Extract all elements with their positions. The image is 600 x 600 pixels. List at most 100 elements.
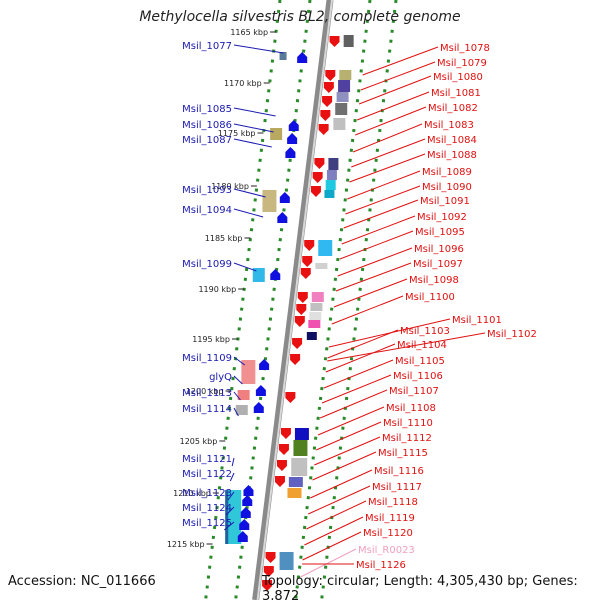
gene-label-left: Msil_1123 bbox=[182, 488, 232, 499]
leader-line-right bbox=[356, 91, 430, 121]
forward-ruler-track bbox=[204, 0, 282, 600]
gene-label-right: Msil_1092 bbox=[417, 212, 467, 223]
gene-label-right: Msil_1082 bbox=[428, 103, 478, 114]
gene-label-right: Msil_1106 bbox=[393, 371, 443, 382]
leader-line-right bbox=[351, 138, 426, 168]
reverse-gene-arrow bbox=[285, 392, 296, 403]
leader-line-left bbox=[233, 262, 257, 272]
gene-label-left: Msil_1094 bbox=[182, 205, 232, 216]
tick-label: 1200 kbp bbox=[186, 387, 224, 396]
reverse-gene-arrow bbox=[274, 476, 285, 487]
leader-line-right bbox=[325, 343, 396, 373]
reverse-gene-arrow bbox=[296, 304, 307, 315]
reverse-gene-arrow bbox=[290, 354, 301, 365]
reverse-gene-arrow bbox=[294, 316, 305, 327]
gene-label-right: Msil_1103 bbox=[400, 326, 450, 337]
gene-label-right: Msil_1078 bbox=[440, 43, 490, 54]
reverse-gene-arrow bbox=[304, 240, 315, 251]
gene-label-left: Msil_1114 bbox=[182, 404, 232, 415]
leader-line-left bbox=[225, 506, 235, 516]
reverse-gene-arrow bbox=[318, 124, 329, 135]
gene-label-right: Msil_1110 bbox=[383, 418, 433, 429]
leader-line-right bbox=[319, 389, 388, 419]
reverse-gene-arrow bbox=[265, 552, 276, 563]
gene-label-left: Msil_1113 bbox=[182, 388, 232, 399]
tick-label: 1190 kbp bbox=[198, 285, 236, 294]
gene-label-left: Msil_1121 bbox=[182, 454, 232, 465]
forward-gene-box bbox=[279, 52, 287, 60]
forward-gene-arrow bbox=[242, 495, 253, 506]
leader-line-right bbox=[327, 332, 486, 362]
reverse-gene-arrow bbox=[302, 256, 313, 267]
forward-gene-box bbox=[262, 190, 277, 212]
leader-line-right bbox=[306, 500, 367, 530]
leader-line-right bbox=[323, 359, 394, 389]
gene-label-left: Msil_1085 bbox=[182, 104, 232, 115]
tick-label: 1165 kbp bbox=[230, 28, 268, 37]
gene-label-right: Msil_1096 bbox=[414, 244, 464, 255]
reverse-gene-arrow bbox=[263, 566, 274, 577]
leader-line-left bbox=[233, 375, 243, 385]
reverse-gene-box bbox=[318, 240, 333, 256]
leader-line-right bbox=[339, 230, 414, 260]
forward-gene-arrow bbox=[253, 402, 264, 413]
leader-line-left bbox=[233, 138, 272, 148]
gene-label-left: Msil_1077 bbox=[182, 41, 232, 52]
gene-label-right: Msil_1120 bbox=[363, 528, 413, 539]
gene-label-right: Msil_1107 bbox=[389, 386, 439, 397]
reverse-gene-arrow bbox=[280, 428, 291, 439]
forward-ruler-track bbox=[234, 0, 312, 600]
reverse-gene-box bbox=[339, 70, 352, 80]
reverse-gene-box bbox=[309, 312, 322, 320]
leader-line-right bbox=[310, 469, 373, 499]
leader-line-left bbox=[233, 123, 274, 133]
reverse-gene-arrow bbox=[292, 338, 303, 349]
reverse-gene-box bbox=[338, 80, 351, 92]
tick-label: 1195 kbp bbox=[192, 335, 230, 344]
reverse-gene-arrow bbox=[314, 158, 325, 169]
reverse-gene-box bbox=[293, 440, 308, 456]
gene-label-right: Msil_1118 bbox=[368, 497, 418, 508]
leader-line-right bbox=[362, 46, 439, 76]
reverse-gene-arrow bbox=[310, 186, 321, 197]
forward-gene-box bbox=[225, 490, 242, 544]
reverse-gene-box bbox=[311, 292, 324, 302]
reverse-gene-box bbox=[315, 263, 328, 269]
reverse-gene-arrow bbox=[320, 110, 331, 121]
leader-line-right bbox=[317, 406, 385, 436]
leader-line-right bbox=[312, 451, 377, 481]
reverse-gene-box bbox=[306, 332, 317, 340]
reverse-gene-box bbox=[279, 552, 294, 570]
leader-line-right bbox=[314, 436, 381, 466]
gene-label-left: glyQ bbox=[209, 372, 232, 383]
gene-label-right: Msil_1079 bbox=[437, 58, 487, 69]
tick-label: 1215 kbp bbox=[167, 540, 205, 549]
leader-line-right bbox=[304, 516, 364, 546]
gene-label-left: Msil_1124 bbox=[182, 503, 232, 514]
forward-gene-arrow bbox=[237, 531, 248, 542]
reverse-gene-arrow bbox=[322, 96, 333, 107]
forward-gene-arrow bbox=[288, 120, 299, 131]
gene-label-right: Msil_1104 bbox=[397, 340, 447, 351]
gene-label-right: Msil_1088 bbox=[427, 150, 477, 161]
forward-gene-box bbox=[237, 390, 250, 400]
reverse-gene-arrow bbox=[297, 292, 308, 303]
leader-line-right bbox=[300, 548, 357, 578]
forward-gene-arrow bbox=[239, 519, 250, 530]
leader-line-left bbox=[231, 457, 235, 467]
gene-label-right: Msil_1115 bbox=[378, 448, 428, 459]
forward-gene-arrow bbox=[279, 192, 290, 203]
backbone-highlight bbox=[256, 0, 333, 600]
leader-line-left bbox=[233, 391, 241, 401]
map-title: Methylocella silvestris BL2, complete ge… bbox=[139, 9, 461, 25]
gene-label-right: Msil_1083 bbox=[424, 120, 474, 131]
reverse-gene-box bbox=[335, 103, 348, 115]
gene-label-right: Msil_1100 bbox=[405, 292, 455, 303]
gene-label-left: Msil_1125 bbox=[182, 518, 232, 529]
reverse-gene-box bbox=[291, 458, 308, 476]
leader-line-right bbox=[316, 421, 382, 451]
leader-line-right bbox=[355, 106, 427, 136]
reverse-gene-box bbox=[324, 190, 335, 198]
leader-line-right bbox=[358, 75, 432, 105]
